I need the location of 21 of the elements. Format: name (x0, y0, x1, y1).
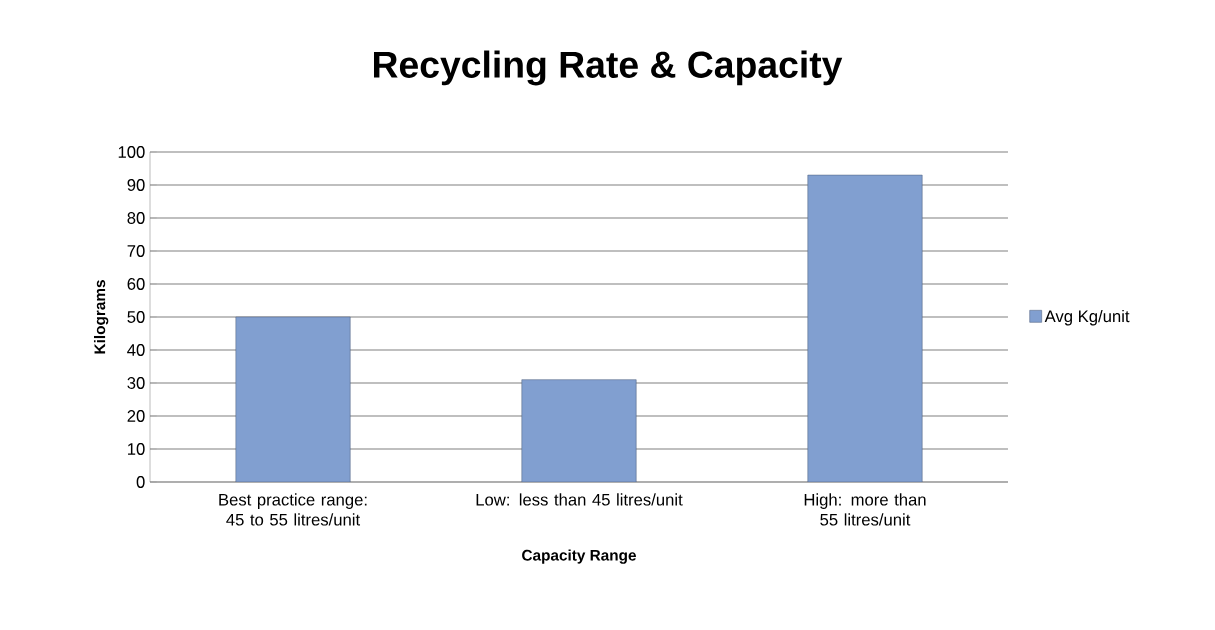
y-tick-label: 50 (127, 311, 145, 323)
bar (807, 174, 923, 482)
x-tick-label: Best practice range: 45 to 55 litres/unit (219, 493, 367, 526)
y-tick-label: 30 (127, 377, 145, 389)
x-axis-title: Capacity Range (522, 549, 636, 564)
chart-title: Recycling Rate & Capacity (374, 50, 843, 86)
y-tick-label: 90 (127, 179, 145, 191)
y-axis-title: Kilograms (93, 280, 109, 354)
bar (235, 316, 351, 482)
bar (521, 379, 637, 482)
y-tick-label: 60 (127, 278, 145, 290)
y-tick-label: 20 (127, 410, 145, 422)
y-tick-label: 40 (127, 344, 145, 356)
legend-label: Avg Kg/unit (1044, 309, 1130, 326)
y-tick-label: 80 (127, 212, 145, 224)
y-tick-label: 10 (128, 443, 145, 455)
x-tick-label: High: more than 55 litres/unit (804, 493, 926, 526)
y-tick-label: 100 (118, 146, 145, 158)
y-tick-label: 70 (127, 245, 145, 257)
y-tick-label: 0 (136, 476, 145, 488)
x-tick-label: Low: less than 45 litres/unit (476, 493, 683, 506)
